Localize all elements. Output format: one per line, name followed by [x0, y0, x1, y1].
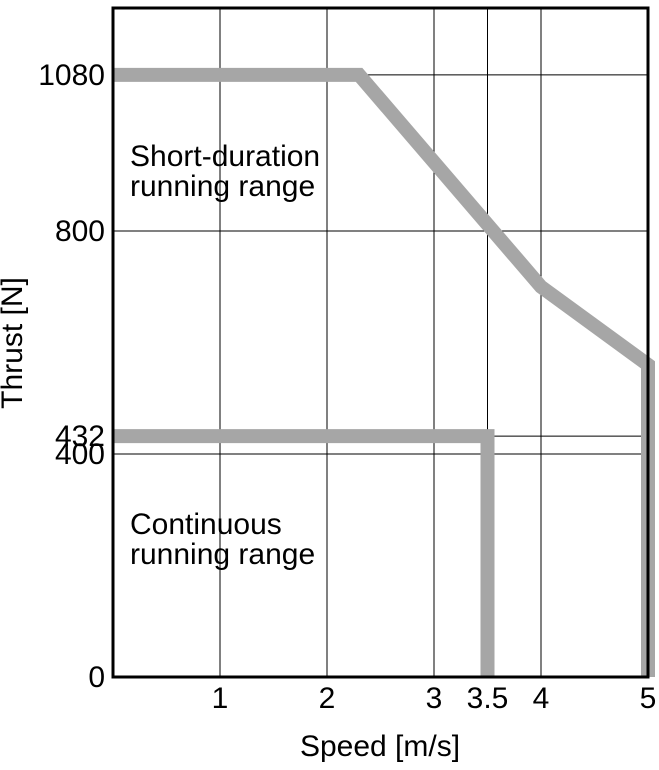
x-tick-label: 5 [640, 682, 657, 715]
annotation: running range [130, 538, 315, 571]
x-tick-label: 2 [319, 682, 336, 715]
x-tick-label: 1 [212, 682, 229, 715]
x-tick-label: 3 [426, 682, 443, 715]
x-axis-label: Speed [m/s] [300, 730, 460, 763]
y-tick-label: 800 [55, 215, 105, 248]
y-tick-label: 1080 [38, 59, 105, 92]
annotation: Short-duration [130, 140, 320, 173]
annotation: running range [130, 170, 315, 203]
y-axis-label: Thrust [N] [0, 277, 29, 409]
x-tick-label: 4 [533, 682, 550, 715]
y-tick-label: 400 [55, 438, 105, 471]
y-tick-label: 432 [55, 420, 105, 453]
series-line [113, 429, 495, 677]
annotation: Continuous [130, 508, 282, 541]
y-tick-label: 0 [88, 661, 105, 694]
plot-frame [111, 6, 650, 679]
x-tick-label: 3.5 [467, 682, 509, 715]
